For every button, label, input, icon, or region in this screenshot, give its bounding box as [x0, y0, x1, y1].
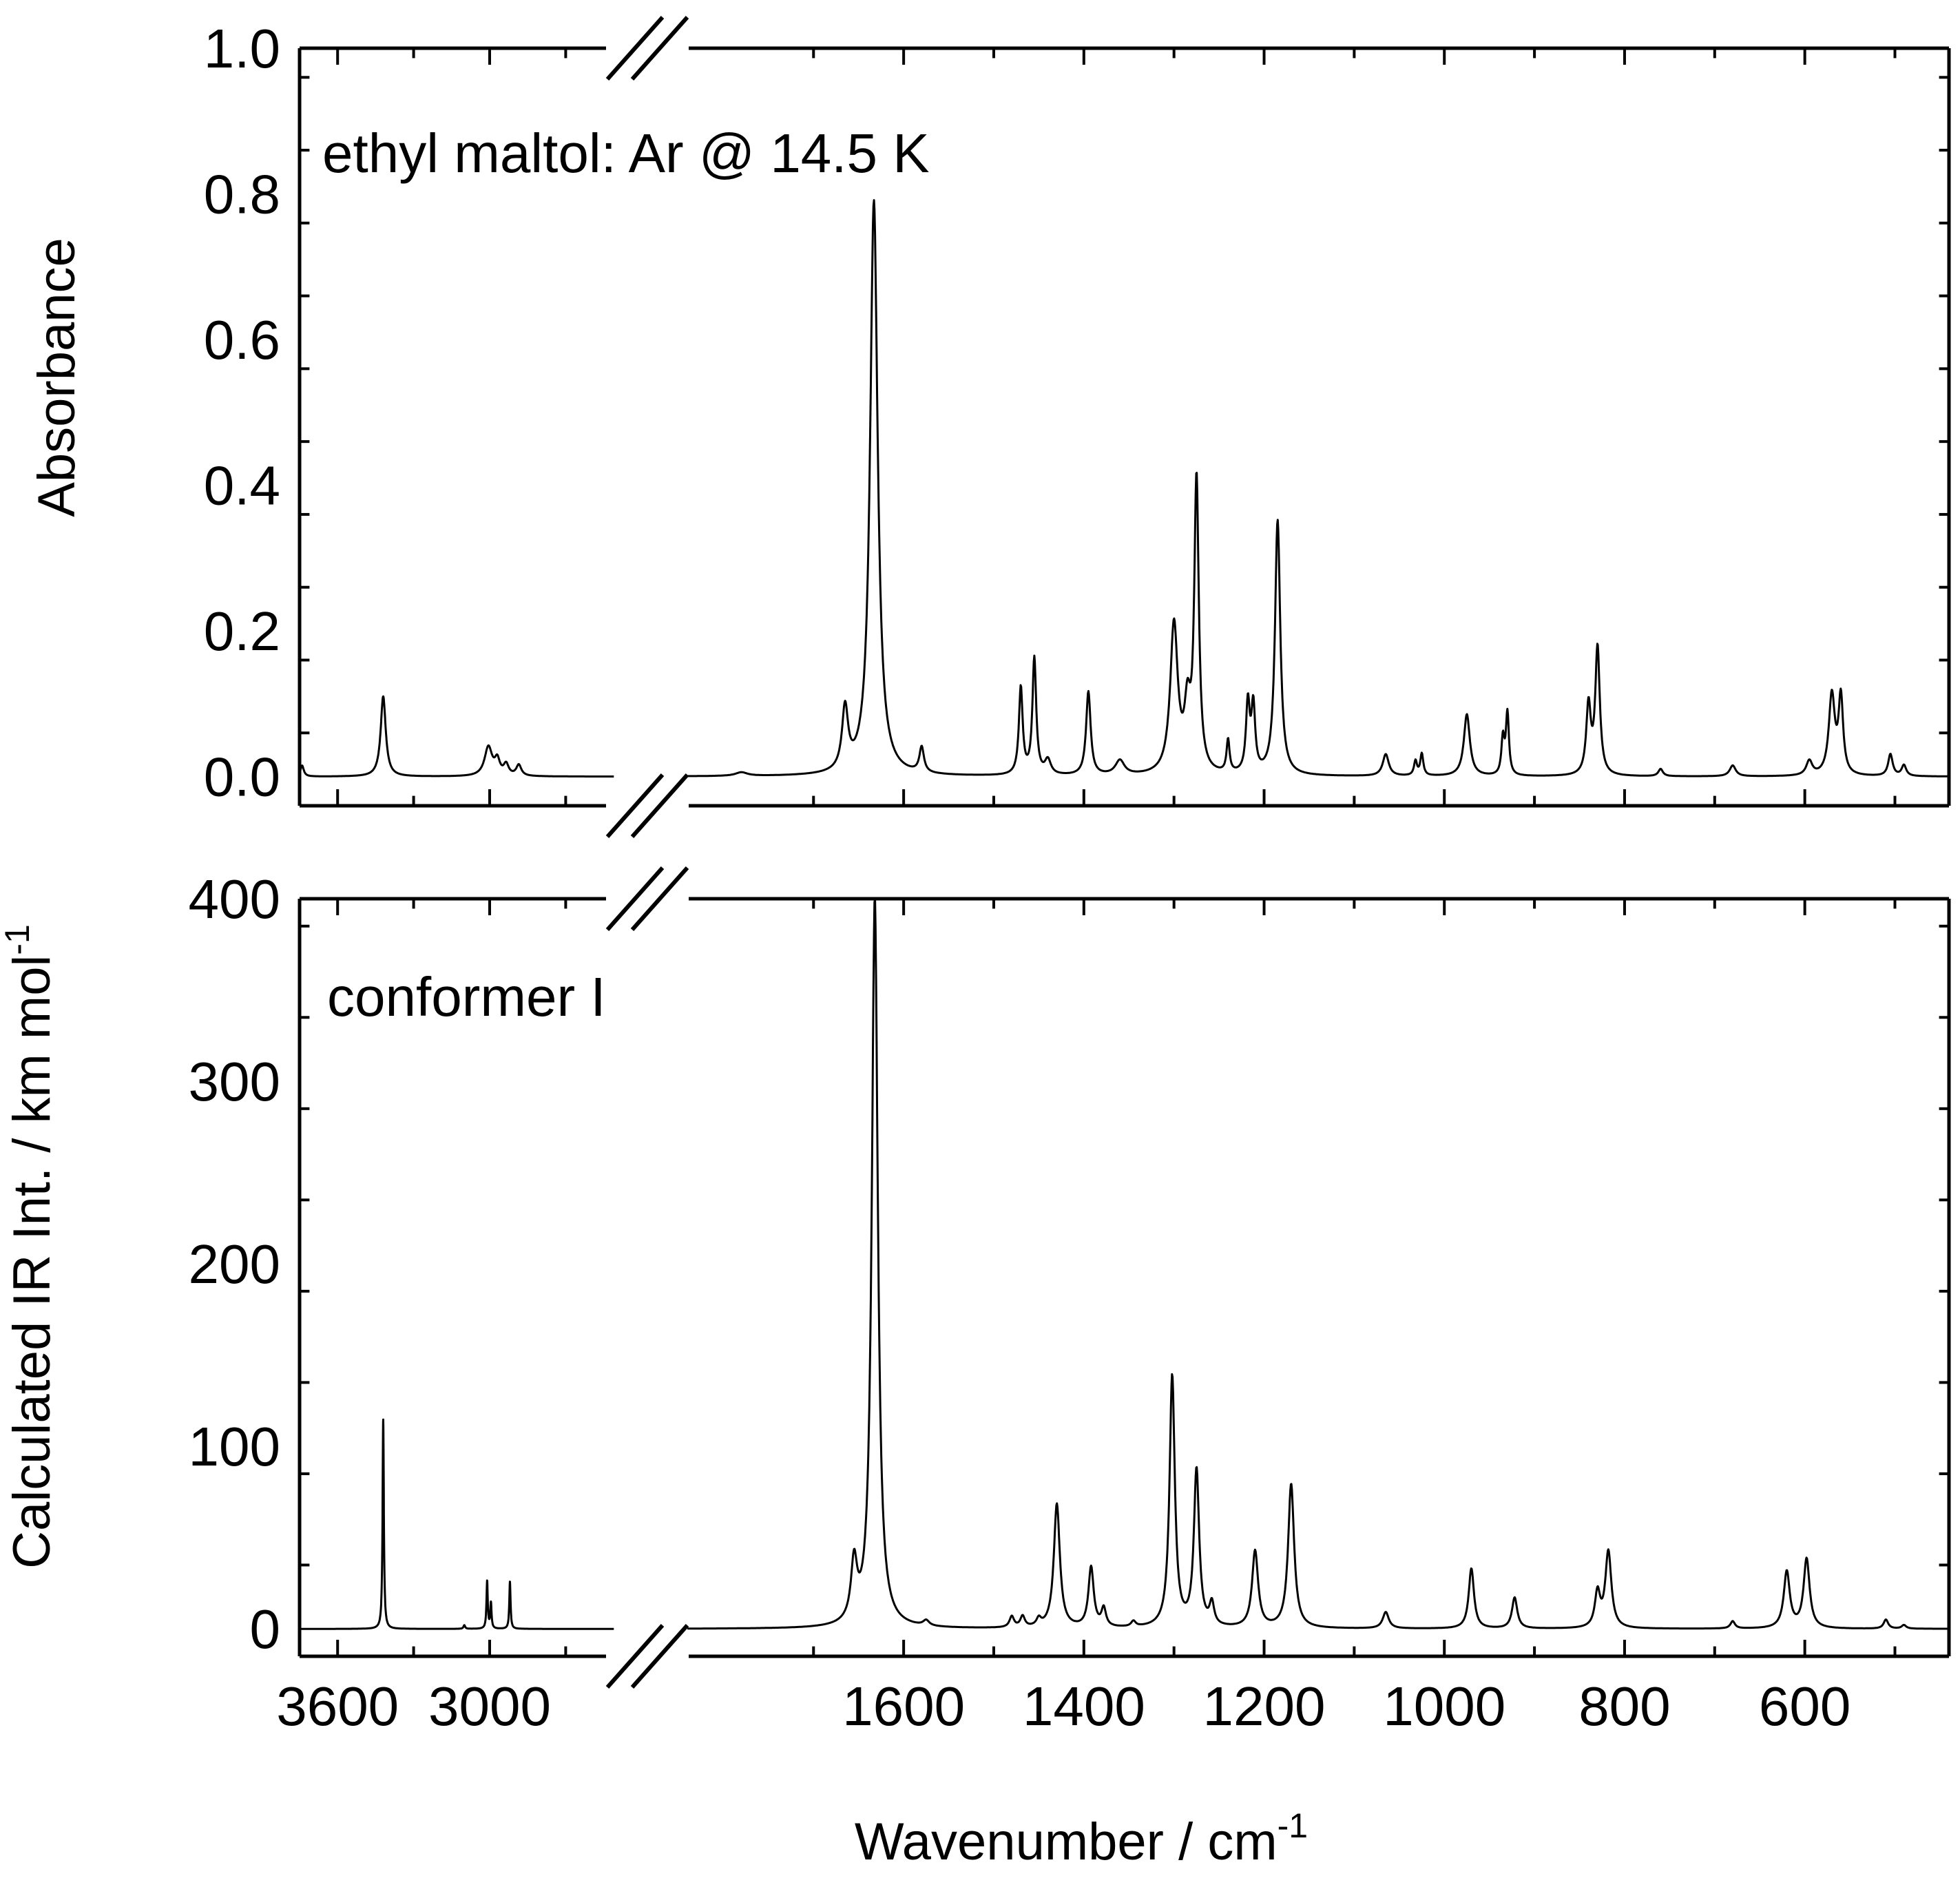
x-tick-label: 1600 — [842, 1676, 965, 1737]
top-break-slash-1 — [605, 16, 665, 81]
x-tick-label: 600 — [1759, 1676, 1850, 1737]
bottom-spectrum-line-segment-1 — [298, 1418, 615, 1630]
x-tick-label: 800 — [1578, 1676, 1670, 1737]
bottom-spectrum-line-segment-2 — [687, 898, 1950, 1630]
bottom-y-axis-title-superscript: -1 — [0, 924, 37, 955]
top-panel-annotation: ethyl maltol: Ar @ 14.5 K — [322, 123, 930, 184]
x-tick-label: 1400 — [1023, 1676, 1145, 1737]
x-tick-label: 1000 — [1383, 1676, 1505, 1737]
bottom-axis-break-marks — [605, 866, 689, 1689]
bottom-break-slash-3 — [605, 1624, 665, 1689]
bottom-y-axis-ticks: 0 100 200 300 400 — [189, 868, 1949, 1660]
top-break-slash-2 — [630, 16, 689, 81]
top-break-slash-3 — [605, 773, 665, 838]
bottom-break-slash-1 — [605, 866, 665, 931]
bottom-panel-annotation: conformer I — [327, 966, 606, 1028]
top-axis-break-marks — [605, 16, 689, 838]
bottom-y-tick-label: 0 — [250, 1598, 281, 1660]
x-tick-label: 3000 — [428, 1676, 551, 1737]
top-y-tick-label: 0.2 — [204, 601, 280, 662]
x-axis-title: Wavenumber / cm-1 — [855, 1806, 1308, 1871]
top-spectrum-line-segment-2 — [687, 199, 1950, 778]
top-y-axis-ticks: 0.0 0.2 0.4 0.6 0.8 1.0 — [204, 18, 1949, 808]
x-tick-label: 3600 — [276, 1676, 399, 1737]
bottom-y-tick-label: 200 — [189, 1233, 280, 1295]
top-y-tick-label: 0.6 — [204, 309, 280, 371]
top-y-tick-label: 0.8 — [204, 164, 280, 225]
x-tick-label: 1200 — [1203, 1676, 1326, 1737]
top-panel-absorbance-spectrum: 0.0 0.2 0.4 0.6 0.8 1.0 ethyl maltol: Ar @ 14… — [28, 16, 1951, 838]
x-axis-title-superscript: -1 — [1278, 1806, 1308, 1845]
top-break-slash-4 — [630, 773, 689, 838]
x-axis-title-text: Wavenumber / cm — [855, 1813, 1278, 1871]
bottom-break-slash-4 — [630, 1624, 689, 1689]
top-y-tick-label: 0.4 — [204, 455, 280, 517]
bottom-plot-area — [298, 897, 1951, 1658]
top-plot-area — [298, 46, 1951, 808]
bottom-x-axis-ticks: 3600 3000 1600 1400 1200 1000 800 600 — [276, 899, 1897, 1737]
bottom-y-tick-label: 300 — [189, 1051, 280, 1112]
bottom-y-tick-label: 100 — [189, 1416, 280, 1477]
bottom-break-slash-2 — [630, 866, 689, 931]
top-x-axis-ticks — [336, 48, 1897, 806]
bottom-y-tick-label: 400 — [189, 868, 280, 930]
top-y-tick-label: 0.0 — [204, 747, 280, 808]
top-y-axis-title: Absorbance — [28, 238, 86, 517]
bottom-y-axis-title: Calculated IR Int. / km mol-1 — [0, 924, 61, 1569]
top-spectrum-line-segment-1 — [298, 695, 615, 778]
bottom-panel-calculated-spectrum: 0 100 200 300 400 3600 3000 1600 1400 1200 1000 80… — [0, 866, 1951, 1737]
bottom-y-axis-title-text: Calculated IR Int. / km mol — [3, 955, 61, 1569]
top-y-tick-label: 1.0 — [204, 18, 280, 79]
